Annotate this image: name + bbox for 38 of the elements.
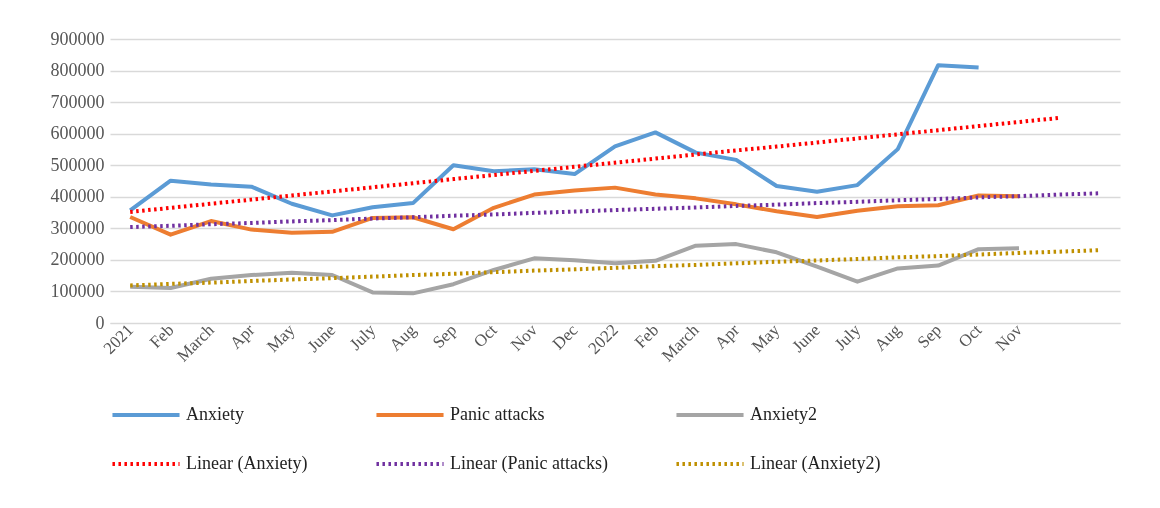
- legend-label: Linear (Anxiety2): [750, 453, 881, 474]
- x-tick-label: Oct: [954, 320, 986, 352]
- line-series: [128, 242, 1021, 296]
- legend-label: Panic attacks: [450, 404, 545, 424]
- legend-label: Linear (Anxiety): [186, 453, 308, 474]
- x-tick-label: Nov: [506, 320, 542, 355]
- x-tick-label: July: [830, 320, 865, 354]
- x-tick-label: Aug: [870, 320, 906, 355]
- x-tick-label: July: [345, 320, 380, 354]
- y-tick-label: 200000: [50, 249, 105, 270]
- line-series: [128, 63, 981, 218]
- x-tick-label: June: [303, 320, 340, 356]
- x-tick-label: Sep: [428, 320, 461, 352]
- y-tick-label: 500000: [50, 154, 105, 175]
- y-tick-label: 100000: [50, 280, 105, 301]
- x-tick-label: May: [747, 320, 784, 356]
- x-tick-label: Dec: [548, 320, 582, 354]
- y-tick-label: 700000: [50, 91, 105, 112]
- x-tick-label: Nov: [991, 320, 1027, 355]
- x-tick-label: Oct: [469, 320, 501, 352]
- y-tick-label: 400000: [50, 186, 105, 207]
- x-tick-label: Apr: [226, 320, 259, 353]
- y-tick-label: 0: [95, 312, 105, 333]
- x-tick-label: Apr: [710, 320, 744, 353]
- y-tick-label: 900000: [50, 28, 105, 49]
- y-tick-label: 600000: [50, 123, 105, 144]
- line-series: [128, 185, 1021, 237]
- legend-label: Linear (Panic attacks): [450, 453, 608, 474]
- x-tick-label: Feb: [630, 320, 663, 352]
- x-tick-label: June: [788, 320, 824, 356]
- x-tick-label: May: [263, 320, 300, 356]
- y-tick-label: 300000: [50, 217, 105, 238]
- x-tick-label: Feb: [146, 320, 178, 352]
- y-tick-label: 800000: [50, 60, 105, 81]
- x-tick-label: Aug: [385, 320, 421, 355]
- legend-label: Anxiety2: [750, 404, 817, 424]
- legend-label: Anxiety: [186, 404, 244, 424]
- x-tick-label: Sep: [913, 320, 946, 352]
